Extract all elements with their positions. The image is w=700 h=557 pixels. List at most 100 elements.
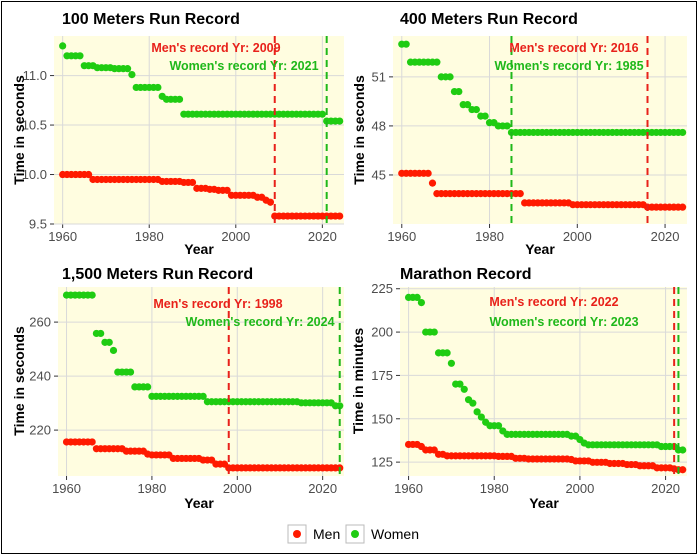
data-point bbox=[175, 95, 184, 103]
x-tick-label: 1980 bbox=[137, 481, 166, 496]
data-point bbox=[144, 383, 152, 391]
x-tick-labels: 1960 1980 2000 2020 bbox=[387, 229, 679, 244]
y-tick-label: 200 bbox=[371, 325, 393, 340]
chart-title: 100 Meters Run Record bbox=[62, 11, 240, 28]
data-point bbox=[463, 101, 472, 109]
x-tick-label: 2000 bbox=[223, 481, 252, 496]
data-point bbox=[469, 399, 477, 407]
data-point bbox=[105, 338, 113, 346]
data-point bbox=[456, 380, 464, 388]
y-tick-label: 10.5 bbox=[22, 118, 47, 133]
series-men bbox=[59, 170, 344, 220]
series-men bbox=[62, 438, 344, 472]
y-tick-label: 220 bbox=[29, 423, 51, 438]
data-point bbox=[679, 466, 687, 474]
data-point bbox=[516, 189, 524, 198]
x-axis-label: Year bbox=[184, 495, 214, 511]
men-record-annotation: Men's record Yr: 1998 bbox=[153, 297, 282, 311]
data-point bbox=[443, 349, 451, 357]
plot-area bbox=[398, 36, 687, 224]
data-point bbox=[460, 385, 468, 393]
data-point bbox=[88, 438, 96, 446]
data-point bbox=[336, 117, 344, 125]
data-point bbox=[679, 128, 687, 137]
plot-area bbox=[59, 36, 344, 224]
legend-women-label: Women bbox=[371, 526, 419, 542]
y-tick-labels: 45 48 51 bbox=[372, 69, 386, 182]
y-tick-label: 9.5 bbox=[29, 217, 47, 232]
y-tick-label: 225 bbox=[371, 281, 393, 296]
data-point bbox=[481, 112, 489, 120]
x-tick-label: 2000 bbox=[563, 229, 592, 244]
data-point bbox=[446, 73, 454, 81]
panel-400m: 1960 1980 2000 2020 45 48 51 400 Meters Run R… bbox=[351, 11, 687, 257]
panel-1500m: 1960 1980 2000 2020 220 240 260 1,500 Meters … bbox=[11, 266, 344, 511]
panel-background bbox=[58, 287, 344, 476]
data-point bbox=[59, 42, 67, 50]
data-point bbox=[679, 446, 687, 454]
data-point bbox=[477, 413, 485, 421]
chart-title: Marathon Record bbox=[400, 266, 532, 283]
men-record-annotation: Men's record Yr: 2009 bbox=[151, 41, 280, 55]
y-tick-label: 175 bbox=[371, 368, 393, 383]
data-point bbox=[336, 212, 344, 220]
x-tick-labels: 1960 1980 2000 2020 bbox=[48, 229, 337, 244]
x-tick-label: 2020 bbox=[308, 481, 337, 496]
x-tick-label: 1980 bbox=[135, 229, 164, 244]
data-point bbox=[85, 170, 93, 179]
series-women bbox=[59, 42, 344, 125]
data-point bbox=[413, 293, 421, 302]
series-women bbox=[398, 40, 687, 137]
data-point bbox=[109, 346, 118, 355]
data-point bbox=[76, 52, 84, 60]
y-tick-label: 48 bbox=[372, 118, 386, 133]
legend-women-dot bbox=[351, 530, 359, 538]
y-tick-labels: 125 150 175 200 225 bbox=[371, 281, 393, 469]
y-tick-label: 10.0 bbox=[22, 167, 47, 182]
y-tick-label: 51 bbox=[372, 69, 386, 84]
grid-lines bbox=[50, 36, 344, 228]
x-tick-label: 1960 bbox=[52, 481, 81, 496]
y-tick-labels: 220 240 260 bbox=[29, 315, 51, 438]
data-point bbox=[336, 402, 344, 410]
series-men bbox=[398, 169, 687, 211]
data-point bbox=[318, 110, 326, 118]
women-record-annotation: Women's record Yr: 2024 bbox=[185, 315, 334, 329]
data-point bbox=[199, 392, 207, 400]
grid-lines bbox=[396, 287, 687, 480]
legend: Men Women bbox=[287, 524, 419, 544]
data-point bbox=[428, 179, 437, 187]
panel-marathon: 1960 1980 2000 2020 125 150 175 200 225 Maratho… bbox=[350, 266, 687, 511]
women-record-annotation: Women's record Yr: 1985 bbox=[494, 59, 643, 73]
y-tick-label: 150 bbox=[371, 411, 393, 426]
data-point bbox=[503, 122, 511, 130]
x-axis-label: Year bbox=[529, 495, 559, 511]
x-tick-label: 2020 bbox=[651, 481, 680, 496]
data-point bbox=[430, 328, 438, 336]
series-women bbox=[62, 291, 344, 410]
women-record-annotation: Women's record Yr: 2023 bbox=[489, 315, 638, 329]
data-point bbox=[88, 291, 96, 299]
series-men bbox=[404, 440, 687, 474]
data-point bbox=[266, 198, 275, 206]
women-record-annotation: Women's record Yr: 2021 bbox=[169, 59, 318, 73]
data-point bbox=[188, 178, 197, 187]
x-tick-label: 2020 bbox=[308, 229, 337, 244]
data-point bbox=[154, 83, 162, 92]
y-axis-label: Time in seconds bbox=[11, 326, 27, 436]
x-axis-label: Year bbox=[184, 241, 214, 257]
data-point bbox=[433, 58, 441, 66]
legend-men-dot bbox=[293, 530, 301, 538]
x-tick-label: 1960 bbox=[394, 481, 423, 496]
chart-title: 1,500 Meters Run Record bbox=[62, 266, 253, 283]
data-point bbox=[473, 408, 481, 416]
x-tick-labels: 1960 1980 2000 2020 bbox=[394, 481, 680, 496]
x-tick-labels: 1960 1980 2000 2020 bbox=[52, 481, 337, 496]
x-tick-label: 2020 bbox=[651, 229, 680, 244]
y-tick-label: 125 bbox=[371, 455, 393, 470]
data-point bbox=[455, 87, 463, 96]
y-axis-label: Time in seconds bbox=[351, 75, 367, 185]
y-tick-label: 11.0 bbox=[23, 68, 47, 83]
data-point bbox=[402, 40, 410, 48]
